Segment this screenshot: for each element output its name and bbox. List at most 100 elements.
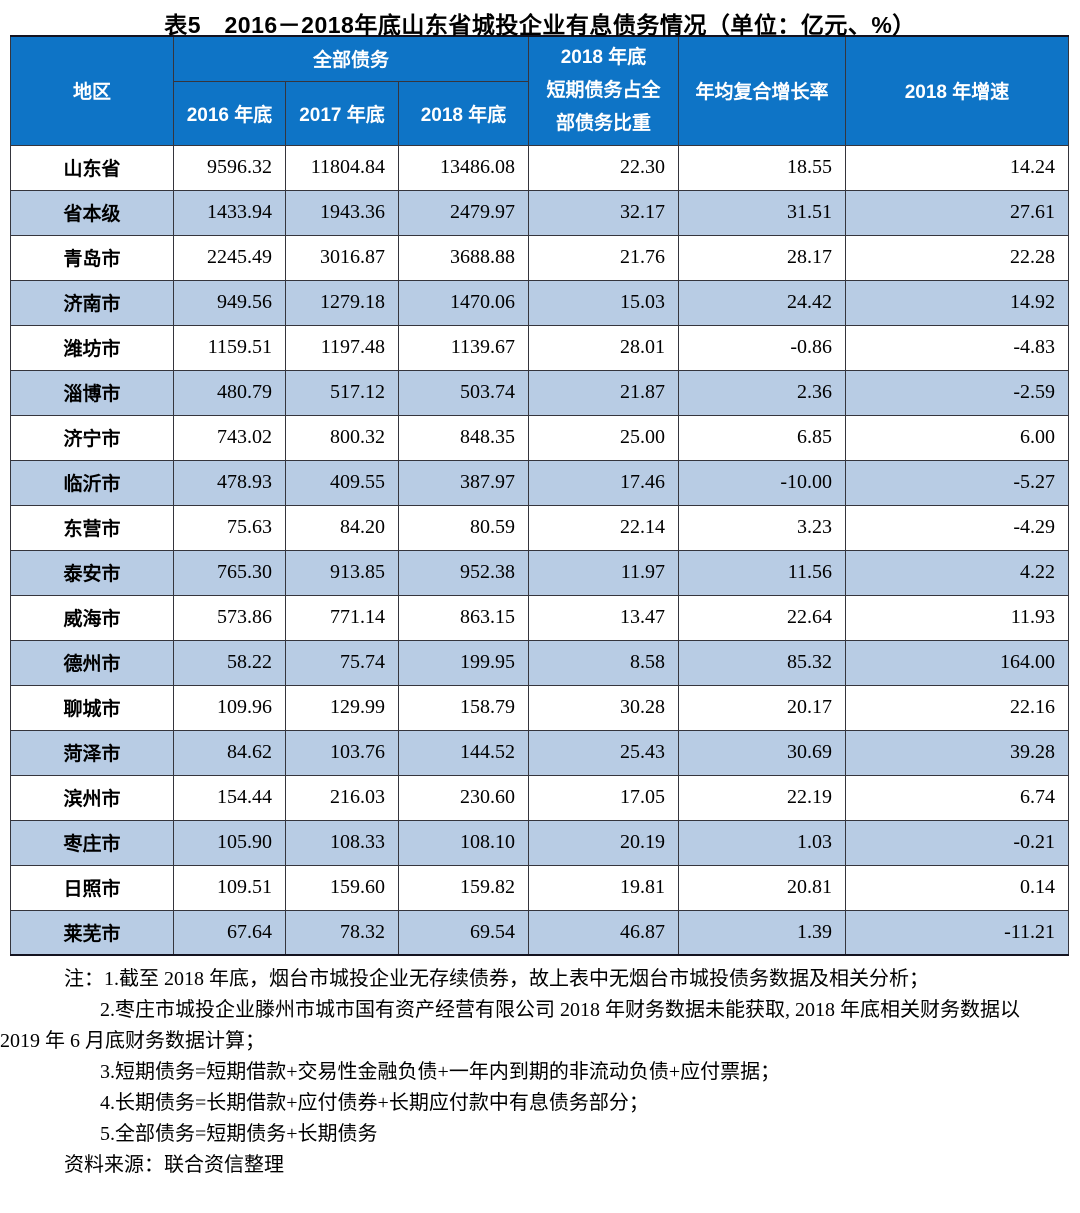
value-cell: 6.00 — [845, 414, 1069, 461]
value-cell: 3688.88 — [398, 234, 529, 281]
year-2018-header: 2018 年底 — [398, 80, 529, 146]
value-cell: 1470.06 — [398, 279, 529, 326]
value-cell: 75.74 — [285, 639, 399, 686]
value-cell: 2245.49 — [173, 234, 286, 281]
value-cell: 1.03 — [678, 819, 846, 866]
value-cell: -5.27 — [845, 459, 1069, 506]
table-row: 淄博市 480.79 517.12 503.74 21.87 2.36 -2.59 — [10, 369, 1069, 416]
region-header: 地区 — [10, 35, 174, 146]
value-cell: 22.28 — [845, 234, 1069, 281]
value-cell: 164.00 — [845, 639, 1069, 686]
value-cell: 1197.48 — [285, 324, 399, 371]
region-cell: 威海市 — [10, 594, 174, 641]
value-cell: 159.82 — [398, 864, 529, 911]
value-cell: 216.03 — [285, 774, 399, 821]
value-cell: 800.32 — [285, 414, 399, 461]
value-cell: 409.55 — [285, 459, 399, 506]
region-cell: 菏泽市 — [10, 729, 174, 776]
value-cell: 230.60 — [398, 774, 529, 821]
region-cell: 德州市 — [10, 639, 174, 686]
region-cell: 山东省 — [10, 144, 174, 191]
note-line-3: 3.短期债务=短期借款+交易性金融负债+一年内到期的非流动负债+应付票据； — [100, 1061, 781, 1083]
region-cell: 青岛市 — [10, 234, 174, 281]
value-cell: 75.63 — [173, 504, 286, 551]
region-cell: 济南市 — [10, 279, 174, 326]
value-cell: 2479.97 — [398, 189, 529, 236]
value-cell: 6.74 — [845, 774, 1069, 821]
value-cell: 15.03 — [528, 279, 679, 326]
table-row: 菏泽市 84.62 103.76 144.52 25.43 30.69 39.28 — [10, 729, 1069, 776]
region-cell: 莱芜市 — [10, 909, 174, 956]
value-cell: 503.74 — [398, 369, 529, 416]
value-cell: 105.90 — [173, 819, 286, 866]
value-cell: 158.79 — [398, 684, 529, 731]
value-cell: 109.51 — [173, 864, 286, 911]
table-row: 东营市 75.63 84.20 80.59 22.14 3.23 -4.29 — [10, 504, 1069, 551]
value-cell: 129.99 — [285, 684, 399, 731]
table-row: 省本级 1433.94 1943.36 2479.97 32.17 31.51 27.61 — [10, 189, 1069, 236]
value-cell: -11.21 — [845, 909, 1069, 956]
table-row: 潍坊市 1159.51 1197.48 1139.67 28.01 -0.86 -4.83 — [10, 324, 1069, 371]
table-header: 地区 全部债务 2018 年底 短期债务占全 部债务比重 年均复合增长率 201… — [10, 35, 1069, 146]
table-row: 聊城市 109.96 129.99 158.79 30.28 20.17 22.16 — [10, 684, 1069, 731]
value-cell: 17.46 — [528, 459, 679, 506]
table-row: 威海市 573.86 771.14 863.15 13.47 22.64 11.93 — [10, 594, 1069, 641]
value-cell: 22.64 — [678, 594, 846, 641]
table-row: 日照市 109.51 159.60 159.82 19.81 20.81 0.14 — [10, 864, 1069, 911]
value-cell: 1943.36 — [285, 189, 399, 236]
value-cell: 154.44 — [173, 774, 286, 821]
region-cell: 泰安市 — [10, 549, 174, 596]
value-cell: 13.47 — [528, 594, 679, 641]
debt-table: 地区 全部债务 2018 年底 短期债务占全 部债务比重 年均复合增长率 201… — [10, 35, 1069, 956]
value-cell: 21.76 — [528, 234, 679, 281]
value-cell: 848.35 — [398, 414, 529, 461]
table-row: 青岛市 2245.49 3016.87 3688.88 21.76 28.17 22.28 — [10, 234, 1069, 281]
value-cell: 9596.32 — [173, 144, 286, 191]
value-cell: 949.56 — [173, 279, 286, 326]
region-cell: 临沂市 — [10, 459, 174, 506]
table-row: 滨州市 154.44 216.03 230.60 17.05 22.19 6.74 — [10, 774, 1069, 821]
value-cell: 159.60 — [285, 864, 399, 911]
value-cell: 11.56 — [678, 549, 846, 596]
value-cell: 0.14 — [845, 864, 1069, 911]
value-cell: 6.85 — [678, 414, 846, 461]
value-cell: 108.10 — [398, 819, 529, 866]
value-cell: 20.19 — [528, 819, 679, 866]
value-cell: 14.24 — [845, 144, 1069, 191]
value-cell: 1279.18 — [285, 279, 399, 326]
value-cell: 22.19 — [678, 774, 846, 821]
region-cell: 日照市 — [10, 864, 174, 911]
value-cell: 31.51 — [678, 189, 846, 236]
value-cell: -10.00 — [678, 459, 846, 506]
table-row: 莱芜市 67.64 78.32 69.54 46.87 1.39 -11.21 — [10, 909, 1069, 956]
value-cell: 144.52 — [398, 729, 529, 776]
value-cell: 109.96 — [173, 684, 286, 731]
value-cell: 32.17 — [528, 189, 679, 236]
value-cell: 1139.67 — [398, 324, 529, 371]
region-cell: 东营市 — [10, 504, 174, 551]
value-cell: 573.86 — [173, 594, 286, 641]
value-cell: 30.69 — [678, 729, 846, 776]
value-cell: 22.14 — [528, 504, 679, 551]
value-cell: 4.22 — [845, 549, 1069, 596]
value-cell: 11804.84 — [285, 144, 399, 191]
value-cell: 108.33 — [285, 819, 399, 866]
value-cell: 1.39 — [678, 909, 846, 956]
value-cell: 67.64 — [173, 909, 286, 956]
note-line-5: 5.全部债务=短期债务+长期债务 — [100, 1123, 378, 1145]
value-cell: 84.62 — [173, 729, 286, 776]
value-cell: 11.93 — [845, 594, 1069, 641]
value-cell: 18.55 — [678, 144, 846, 191]
value-cell: 25.43 — [528, 729, 679, 776]
value-cell: 69.54 — [398, 909, 529, 956]
value-cell: 771.14 — [285, 594, 399, 641]
region-cell: 济宁市 — [10, 414, 174, 461]
value-cell: 28.01 — [528, 324, 679, 371]
table-row: 济宁市 743.02 800.32 848.35 25.00 6.85 6.00 — [10, 414, 1069, 461]
value-cell: 80.59 — [398, 504, 529, 551]
region-cell: 枣庄市 — [10, 819, 174, 866]
page-title: 表5 2016－2018年底山东省城投企业有息债务情况（单位：亿元、%） — [164, 12, 916, 38]
value-cell: 11.97 — [528, 549, 679, 596]
value-cell: 387.97 — [398, 459, 529, 506]
table-row: 济南市 949.56 1279.18 1470.06 15.03 24.42 14.92 — [10, 279, 1069, 326]
